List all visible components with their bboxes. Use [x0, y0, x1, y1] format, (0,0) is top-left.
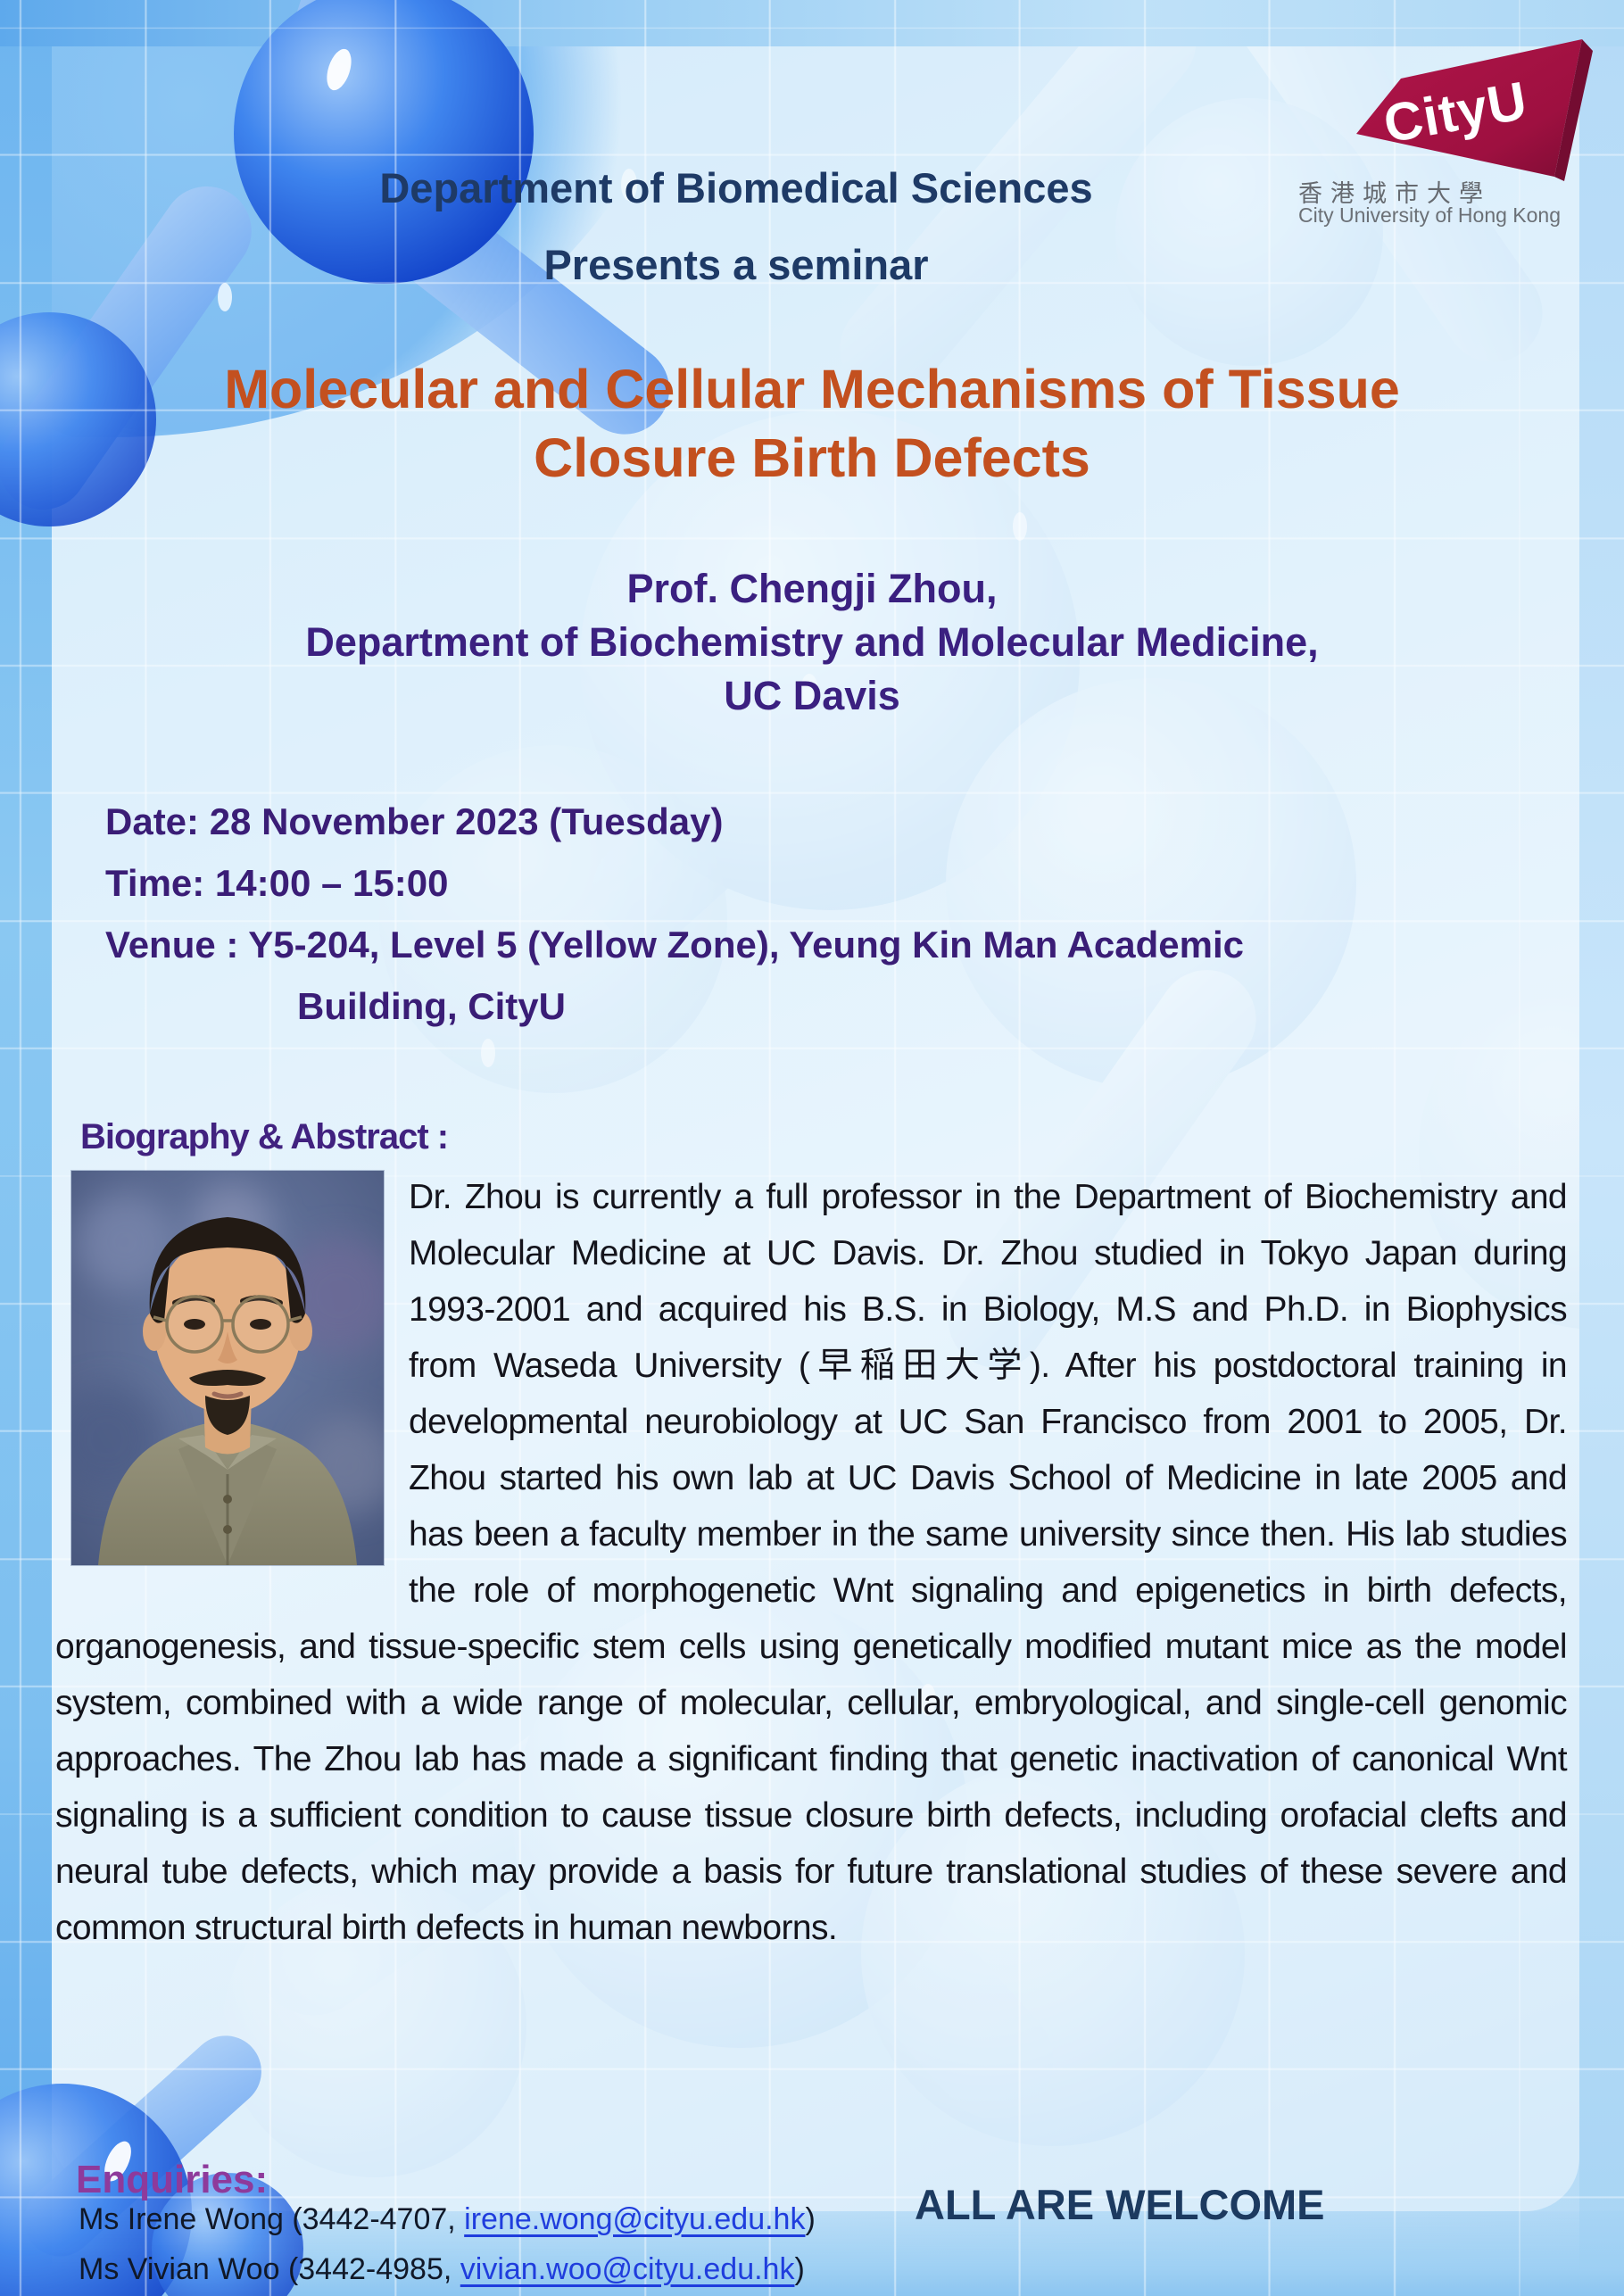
department-name: Department of Biomedical Sciences	[379, 164, 1093, 211]
contact-suffix: )	[805, 2202, 816, 2236]
presents-a-seminar: Presents a seminar	[543, 241, 929, 288]
seminar-title-line2: Closure Birth Defects	[534, 427, 1090, 488]
cityu-name-english: City University of Hong Kong	[1298, 203, 1562, 227]
abstract-text: Dr. Zhou is currently a full professor i…	[55, 1178, 1568, 1947]
enquiries-heading: Enquiries:	[76, 2158, 269, 2201]
speaker-photo	[71, 1171, 384, 1565]
contact-suffix: )	[794, 2252, 805, 2286]
molecule-cluster-topleft	[0, 0, 670, 526]
event-venue-line2: Building, CityU	[297, 985, 566, 1027]
event-details: Date: 28 November 2023 (Tuesday) Time: 1…	[105, 791, 1497, 1037]
molecule-cluster-bottomleft	[0, 2035, 303, 2296]
speaker-block: Prof. Chengji Zhou, Department of Bioche…	[54, 562, 1570, 723]
all-are-welcome-text: ALL ARE WELCOME	[915, 2181, 1325, 2228]
contact-line: Ms Irene Wong (3442-4707, irene.wong@cit…	[79, 2202, 1060, 2237]
right-edge-band	[1579, 0, 1624, 2296]
contact-prefix: Ms Irene Wong (3442-4707,	[79, 2202, 465, 2236]
event-date: Date: 28 November 2023 (Tuesday)	[105, 800, 724, 842]
event-venue-line1: Venue : Y5-204, Level 5 (Yellow Zone), Y…	[105, 924, 1244, 966]
seminar-title-line1: Molecular and Cellular Mechanisms of Tis…	[224, 359, 1400, 419]
speaker-institution: UC Davis	[724, 673, 900, 718]
cityu-logo: CityU 香港城市大學 City University of Hong Kon…	[1294, 31, 1606, 232]
speaker-affiliation: Department of Biochemistry and Molecular…	[305, 619, 1319, 665]
email-link-vivian-woo[interactable]: vivian.woo@cityu.edu.hk	[460, 2252, 795, 2286]
contact-prefix: Ms Vivian Woo (3442-4985,	[79, 2252, 460, 2286]
email-link-irene-wong[interactable]: irene.wong@cityu.edu.hk	[464, 2202, 806, 2236]
cityu-logo-flag-icon	[1356, 39, 1593, 181]
contact-line: Ms Vivian Woo (3442-4985, vivian.woo@cit…	[79, 2252, 1060, 2287]
poster-header: Department of Biomedical Sciences Presen…	[98, 150, 1374, 303]
abstract-paragraph: Dr. Zhou is currently a full professor i…	[55, 1169, 1568, 1956]
cityu-name-chinese: 香港城市大學	[1298, 180, 1491, 207]
speaker-name: Prof. Chengji Zhou,	[626, 566, 998, 611]
biography-abstract-heading: Biography & Abstract :	[80, 1117, 449, 1156]
seminar-title: Molecular and Cellular Mechanisms of Tis…	[54, 355, 1570, 493]
speaker-portrait-image	[71, 1171, 384, 1565]
event-time: Time: 14:00 – 15:00	[105, 862, 449, 904]
